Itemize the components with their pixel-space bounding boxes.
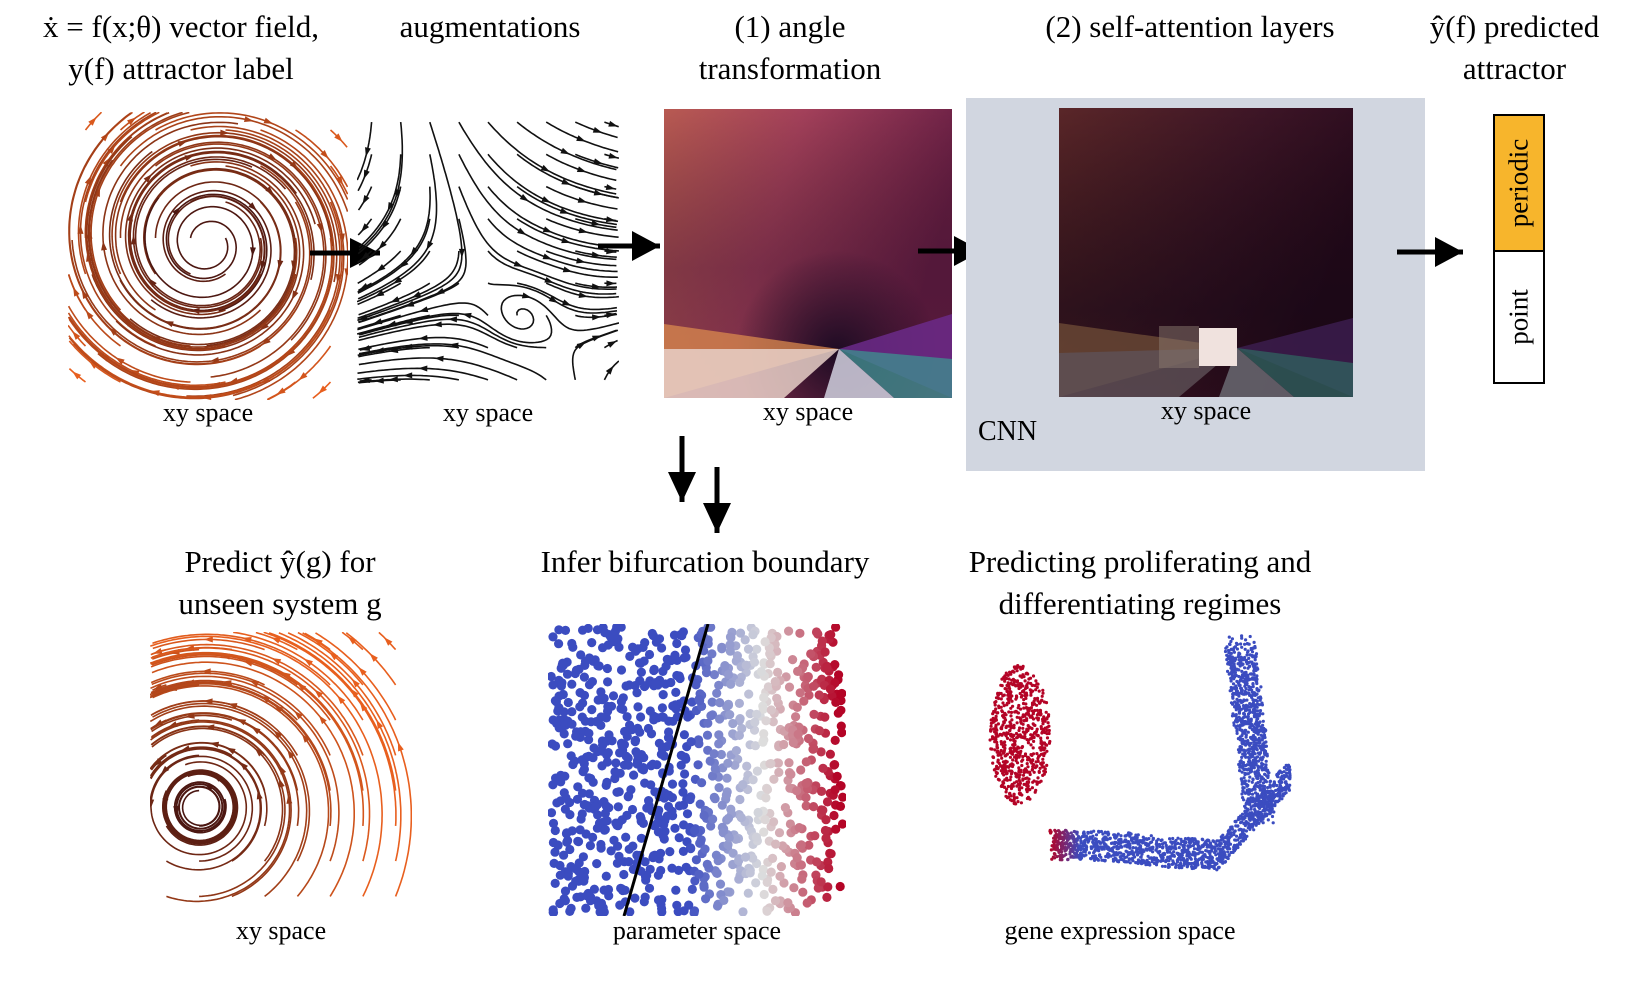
title-augmentations-line1: augmentations [399, 9, 581, 44]
caption-vector-field: xy space [162, 398, 254, 427]
title-self-attention-line1: (2) self-attention layers [1045, 9, 1335, 44]
title-vector-field-line1: ẋ = f(x;θ) vector field, [43, 9, 319, 44]
class-periodic: periodic [1495, 116, 1543, 252]
caption-gene: gene expression space [1004, 916, 1236, 945]
title-augmentations: augmentations [380, 6, 600, 48]
attention-map-image [1059, 108, 1353, 397]
angle-transformation-image [664, 109, 952, 398]
title-gene-line1: Predicting proliferating and [968, 544, 1312, 579]
title-predict-line1: Predict ŷ(g) for [184, 544, 376, 579]
title-self-attention: (2) self-attention layers [1010, 6, 1370, 48]
attention-highlight [1199, 328, 1237, 366]
label-point: point [1503, 289, 1534, 345]
title-vector-field: ẋ = f(x;θ) vector field, y(f) attractor … [6, 6, 356, 90]
cnn-box: xy space CNN [966, 98, 1425, 471]
augmented-field-plot [357, 106, 619, 396]
class-point: point [1495, 252, 1543, 382]
title-predicted-line2: attractor [1462, 51, 1567, 86]
gene-scatter [988, 634, 1292, 872]
title-predict-unseen: Predict ŷ(g) for unseen system g [130, 541, 430, 625]
arrow-down-icon [665, 436, 699, 502]
title-gene-expression: Predicting proliferating and differentia… [930, 541, 1350, 625]
title-predict-line2: unseen system g [178, 586, 382, 621]
vector-field-plot [68, 112, 348, 400]
title-angle-line2: transformation [698, 51, 882, 86]
title-angle-line1: (1) angle [734, 9, 846, 44]
title-predicted-attractor: ŷ(f) predicted attractor [1400, 6, 1629, 90]
attention-heatmap [1059, 108, 1353, 397]
title-predicted-line1: ŷ(f) predicted [1429, 9, 1600, 44]
title-bifurcation-line1: Infer bifurcation boundary [540, 544, 870, 579]
prediction-bar: periodic point [1493, 114, 1545, 384]
title-bifurcation: Infer bifurcation boundary [505, 541, 905, 583]
unseen-streamlines [150, 632, 412, 903]
unseen-field-plot [150, 632, 412, 914]
caption-angle: xy space [762, 397, 854, 426]
caption-augmentations: xy space [442, 398, 534, 427]
caption-parameter: parameter space [612, 916, 782, 945]
cnn-label: CNN [978, 416, 1038, 447]
angle-heatmap [664, 109, 952, 398]
title-gene-line2: differentiating regimes [998, 586, 1282, 621]
gene-expression-scatter [970, 625, 1345, 920]
vector-field-streamlines [68, 112, 348, 400]
augmented-streamlines [357, 120, 619, 384]
bifurcation-boundary-line [622, 624, 710, 916]
arrow-down-icon [700, 467, 734, 533]
parameter-scatter [548, 624, 846, 916]
title-angle-transformation: (1) angle transformation [660, 6, 920, 90]
bifurcation-scatter [548, 624, 846, 916]
arrow-right-icon [598, 226, 660, 266]
label-periodic: periodic [1503, 138, 1534, 228]
caption-attention: xy space [1160, 396, 1252, 425]
caption-unseen: xy space [235, 916, 327, 945]
arrow-right-icon [1397, 232, 1463, 272]
title-vector-field-line2: y(f) attractor label [68, 51, 294, 86]
